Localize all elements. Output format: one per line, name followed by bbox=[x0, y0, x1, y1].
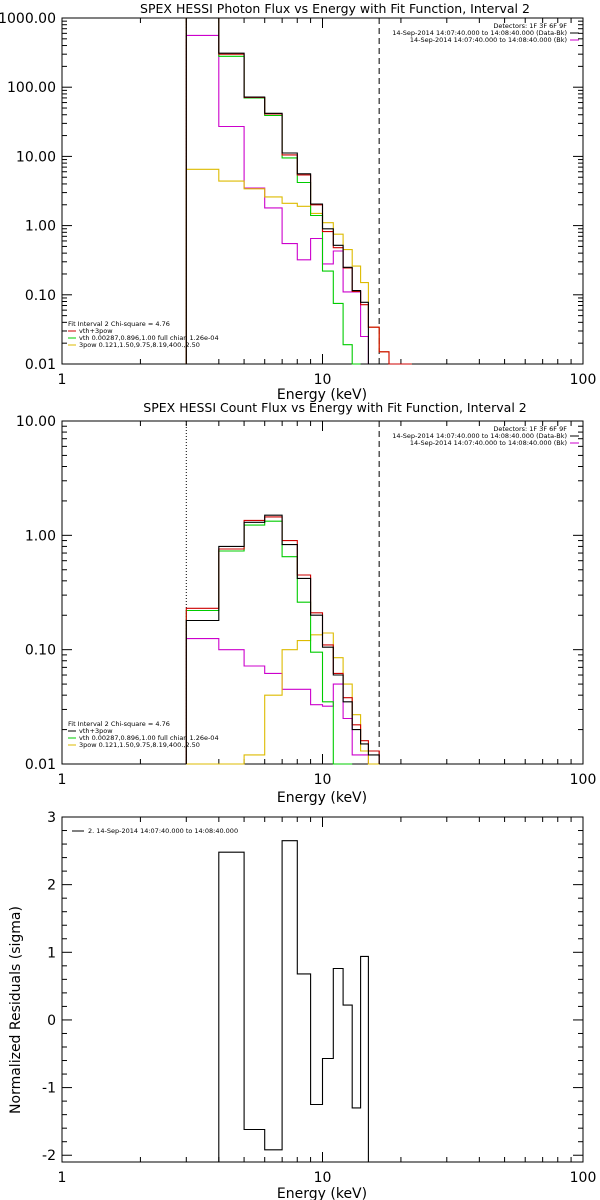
legend-entry: 14-Sep-2014 14:07:40.000 to 14:08:40.000… bbox=[410, 36, 567, 44]
y-tick-label: 1.00 bbox=[25, 528, 56, 544]
legend-entry: Fit Interval 2 Chi-square = 4.76 bbox=[68, 320, 170, 328]
series-residuals bbox=[218, 840, 369, 1162]
legend-entry: Fit Interval 2 Chi-square = 4.76 bbox=[68, 720, 170, 728]
series-vth bbox=[185, 17, 361, 365]
legend-entry: vth+3pow bbox=[79, 327, 113, 335]
series-vth bbox=[185, 520, 353, 765]
x-tick-label: 10 bbox=[314, 1170, 332, 1186]
series-vth-3pow bbox=[185, 516, 380, 764]
plot-frame bbox=[61, 420, 584, 765]
series-vth-3pow bbox=[185, 17, 412, 365]
y-tick-label: 0.01 bbox=[25, 757, 56, 773]
chart-title: SPEX HESSI Count Flux vs Energy with Fit… bbox=[143, 400, 526, 415]
legend-entry: 14-Sep-2014 14:07:40.000 to 14:08:40.000… bbox=[392, 432, 567, 440]
x-tick-label: 1 bbox=[58, 372, 67, 388]
legend-entry: 14-Sep-2014 14:07:40.000 to 14:08:40.000… bbox=[410, 439, 567, 447]
x-tick-label: 1 bbox=[58, 1170, 67, 1186]
legend-entry: Detectors: 1F 3F 6F 9F bbox=[493, 425, 567, 433]
y-tick-label: 10.00 bbox=[16, 414, 56, 430]
y-tick-label: 100.00 bbox=[7, 80, 56, 96]
x-tick-label: 100 bbox=[570, 1170, 597, 1186]
series-data-bk bbox=[185, 17, 369, 364]
y-tick-label: 3 bbox=[47, 810, 56, 826]
legend-entry: 3pow 0.121,1.50,9.75,8.19,400.,2.50 bbox=[79, 341, 200, 349]
x-tick-label: 100 bbox=[570, 772, 597, 788]
plot-frame bbox=[61, 816, 584, 1163]
plot-frame bbox=[61, 17, 584, 365]
y-tick-label: 0.10 bbox=[25, 643, 56, 659]
legend-entry: 3pow 0.121,1.50,9.75,8.19,400.,2.50 bbox=[79, 741, 200, 749]
x-axis-label: Energy (keV) bbox=[277, 1186, 367, 1200]
legend-entry: vth 0.00287,0.896,1.00 full chian 1.26e-… bbox=[79, 334, 219, 342]
y-tick-label: 0 bbox=[47, 1013, 56, 1029]
chart-title: SPEX HESSI Photon Flux vs Energy with Fi… bbox=[140, 1, 530, 16]
x-tick-label: 100 bbox=[570, 372, 597, 388]
legend-entry: vth+3pow bbox=[79, 727, 113, 735]
y-tick-label: -2 bbox=[42, 1148, 56, 1164]
x-tick-label: 10 bbox=[314, 372, 332, 388]
x-tick-label: 1 bbox=[58, 772, 67, 788]
series-bk bbox=[185, 34, 369, 364]
legend-entry: vth 0.00287,0.896,1.00 full chian 1.26e-… bbox=[79, 734, 219, 742]
y-tick-label: 2 bbox=[47, 878, 56, 894]
y-axis-label: Normalized Residuals (sigma) bbox=[8, 906, 24, 1114]
x-axis-label: Energy (keV) bbox=[277, 387, 367, 403]
x-tick-label: 10 bbox=[314, 772, 332, 788]
photon-flux-panel: SPEX HESSI Photon Flux vs Energy with Fi… bbox=[0, 1, 596, 403]
y-tick-label: 1.00 bbox=[25, 219, 56, 235]
legend-entry: 14-Sep-2014 14:07:40.000 to 14:08:40.000… bbox=[392, 29, 567, 37]
residuals-panel: Energy (keV) Normalized Residuals (sigma… bbox=[8, 810, 596, 1200]
x-axis-label: Energy (keV) bbox=[277, 790, 367, 806]
y-tick-label: 10.00 bbox=[16, 149, 56, 165]
series-3pow bbox=[185, 168, 412, 365]
y-tick-label: 0.10 bbox=[25, 288, 56, 304]
y-tick-label: 0.01 bbox=[25, 357, 56, 373]
y-tick-label: -1 bbox=[42, 1081, 56, 1097]
count-flux-panel: SPEX HESSI Count Flux vs Energy with Fit… bbox=[16, 400, 596, 806]
y-tick-label: 1 bbox=[47, 945, 56, 961]
series-3pow bbox=[186, 632, 380, 765]
y-tick-label: 1000.00 bbox=[0, 11, 56, 27]
series-data-bk bbox=[185, 514, 380, 764]
legend-entry: Detectors: 1F 3F 6F 9F bbox=[493, 22, 567, 30]
legend-entry: 2. 14-Sep-2014 14:07:40.000 to 14:08:40.… bbox=[88, 827, 238, 835]
